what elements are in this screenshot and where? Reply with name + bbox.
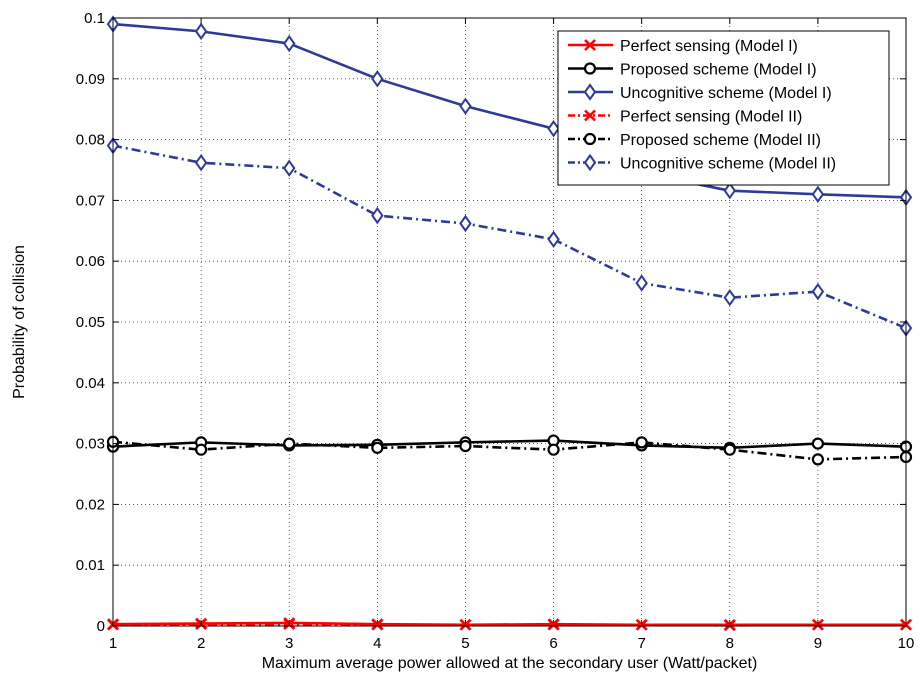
data-point (459, 97, 472, 115)
x-tick-label: 2 (197, 635, 205, 652)
legend-item: Proposed scheme (Model II) (568, 132, 821, 149)
y-tick-label: 0.07 (76, 192, 105, 209)
data-point (194, 22, 208, 41)
data-point (459, 214, 472, 233)
legend-marker (583, 153, 597, 172)
data-point (283, 437, 296, 450)
legend-marker (583, 83, 597, 101)
y-tick-label: 0.1 (84, 10, 105, 27)
legend-box (557, 30, 890, 186)
legend-label: Uncognitive scheme (Model I) (620, 85, 832, 102)
series-line (112, 622, 906, 627)
data-point (195, 443, 208, 456)
y-tick-label: 0.04 (76, 375, 105, 392)
x-tick-label: 7 (637, 635, 645, 652)
series-line (112, 439, 907, 450)
legend-label: Perfect sensing (Model II) (620, 109, 802, 126)
y-tick-label: 0.06 (76, 253, 105, 270)
legend-item: Uncognitive scheme (Model I) (568, 83, 832, 102)
legend-item: Uncognitive scheme (Model II) (568, 153, 836, 173)
legend-label: Perfect sensing (Model I) (620, 38, 798, 55)
x-tick-label: 10 (898, 635, 915, 652)
x-tick-label: 3 (285, 635, 293, 652)
y-tick-label: 0.09 (76, 71, 105, 88)
data-point (635, 436, 648, 449)
y-tick-label: 0.08 (76, 132, 105, 149)
series-group (106, 15, 913, 632)
data-point (547, 230, 560, 249)
legend-label: Uncognitive scheme (Model II) (620, 156, 836, 173)
x-tick-label: 4 (373, 635, 381, 652)
legend-marker (583, 62, 597, 75)
axis-ticks: 1 2 3 4 5 6 7 8 9 10 0 0.01 0.02 0.03 0.04 0.05 0.06 0.07… (76, 10, 915, 652)
y-axis-label: Probability of collision (11, 245, 28, 399)
data-point (194, 153, 208, 172)
y-tick-label: 0.01 (76, 557, 105, 574)
series-line (112, 144, 907, 330)
x-axis-label: Maximum average power allowed at the sec… (262, 655, 758, 672)
legend-label: Proposed scheme (Model II) (620, 132, 821, 149)
series-2 (106, 434, 913, 454)
data-point (282, 159, 296, 177)
x-tick-label: 1 (109, 635, 117, 652)
x-tick-label: 6 (549, 635, 557, 652)
data-point (635, 274, 648, 292)
data-point (547, 119, 560, 138)
data-point (811, 282, 825, 301)
data-point (371, 441, 384, 454)
data-point (547, 443, 560, 456)
data-point (811, 185, 825, 204)
series-line (112, 22, 907, 199)
data-point (371, 206, 384, 225)
x-tick-label: 9 (814, 635, 822, 652)
data-point (811, 453, 824, 466)
data-point (723, 443, 736, 456)
data-point (371, 70, 384, 88)
legend-item: Perfect sensing (Model I) (568, 38, 798, 55)
data-point (723, 288, 737, 307)
x-tick-label: 5 (461, 635, 469, 652)
data-point (282, 34, 296, 53)
data-point (811, 437, 824, 450)
data-point (723, 181, 737, 200)
legend-marker (584, 109, 596, 122)
legend-item: Proposed scheme (Model I) (568, 62, 817, 79)
legend: Perfect sensing (Model I) Proposed scheme… (557, 30, 890, 186)
y-tick-label: 0.03 (76, 436, 105, 453)
y-tick-label: 0.05 (76, 314, 105, 331)
grid (113, 18, 906, 626)
legend-marker (583, 132, 597, 146)
y-tick-label: 0.02 (76, 496, 105, 513)
legend-label: Proposed scheme (Model I) (620, 62, 817, 79)
y-tick-label: 0 (97, 618, 105, 635)
data-point (459, 439, 472, 453)
series-6 (106, 136, 913, 337)
x-tick-label: 8 (726, 635, 734, 652)
series-3 (106, 15, 913, 207)
legend-item: Perfect sensing (Model II) (568, 109, 802, 126)
legend-marker (584, 39, 596, 51)
